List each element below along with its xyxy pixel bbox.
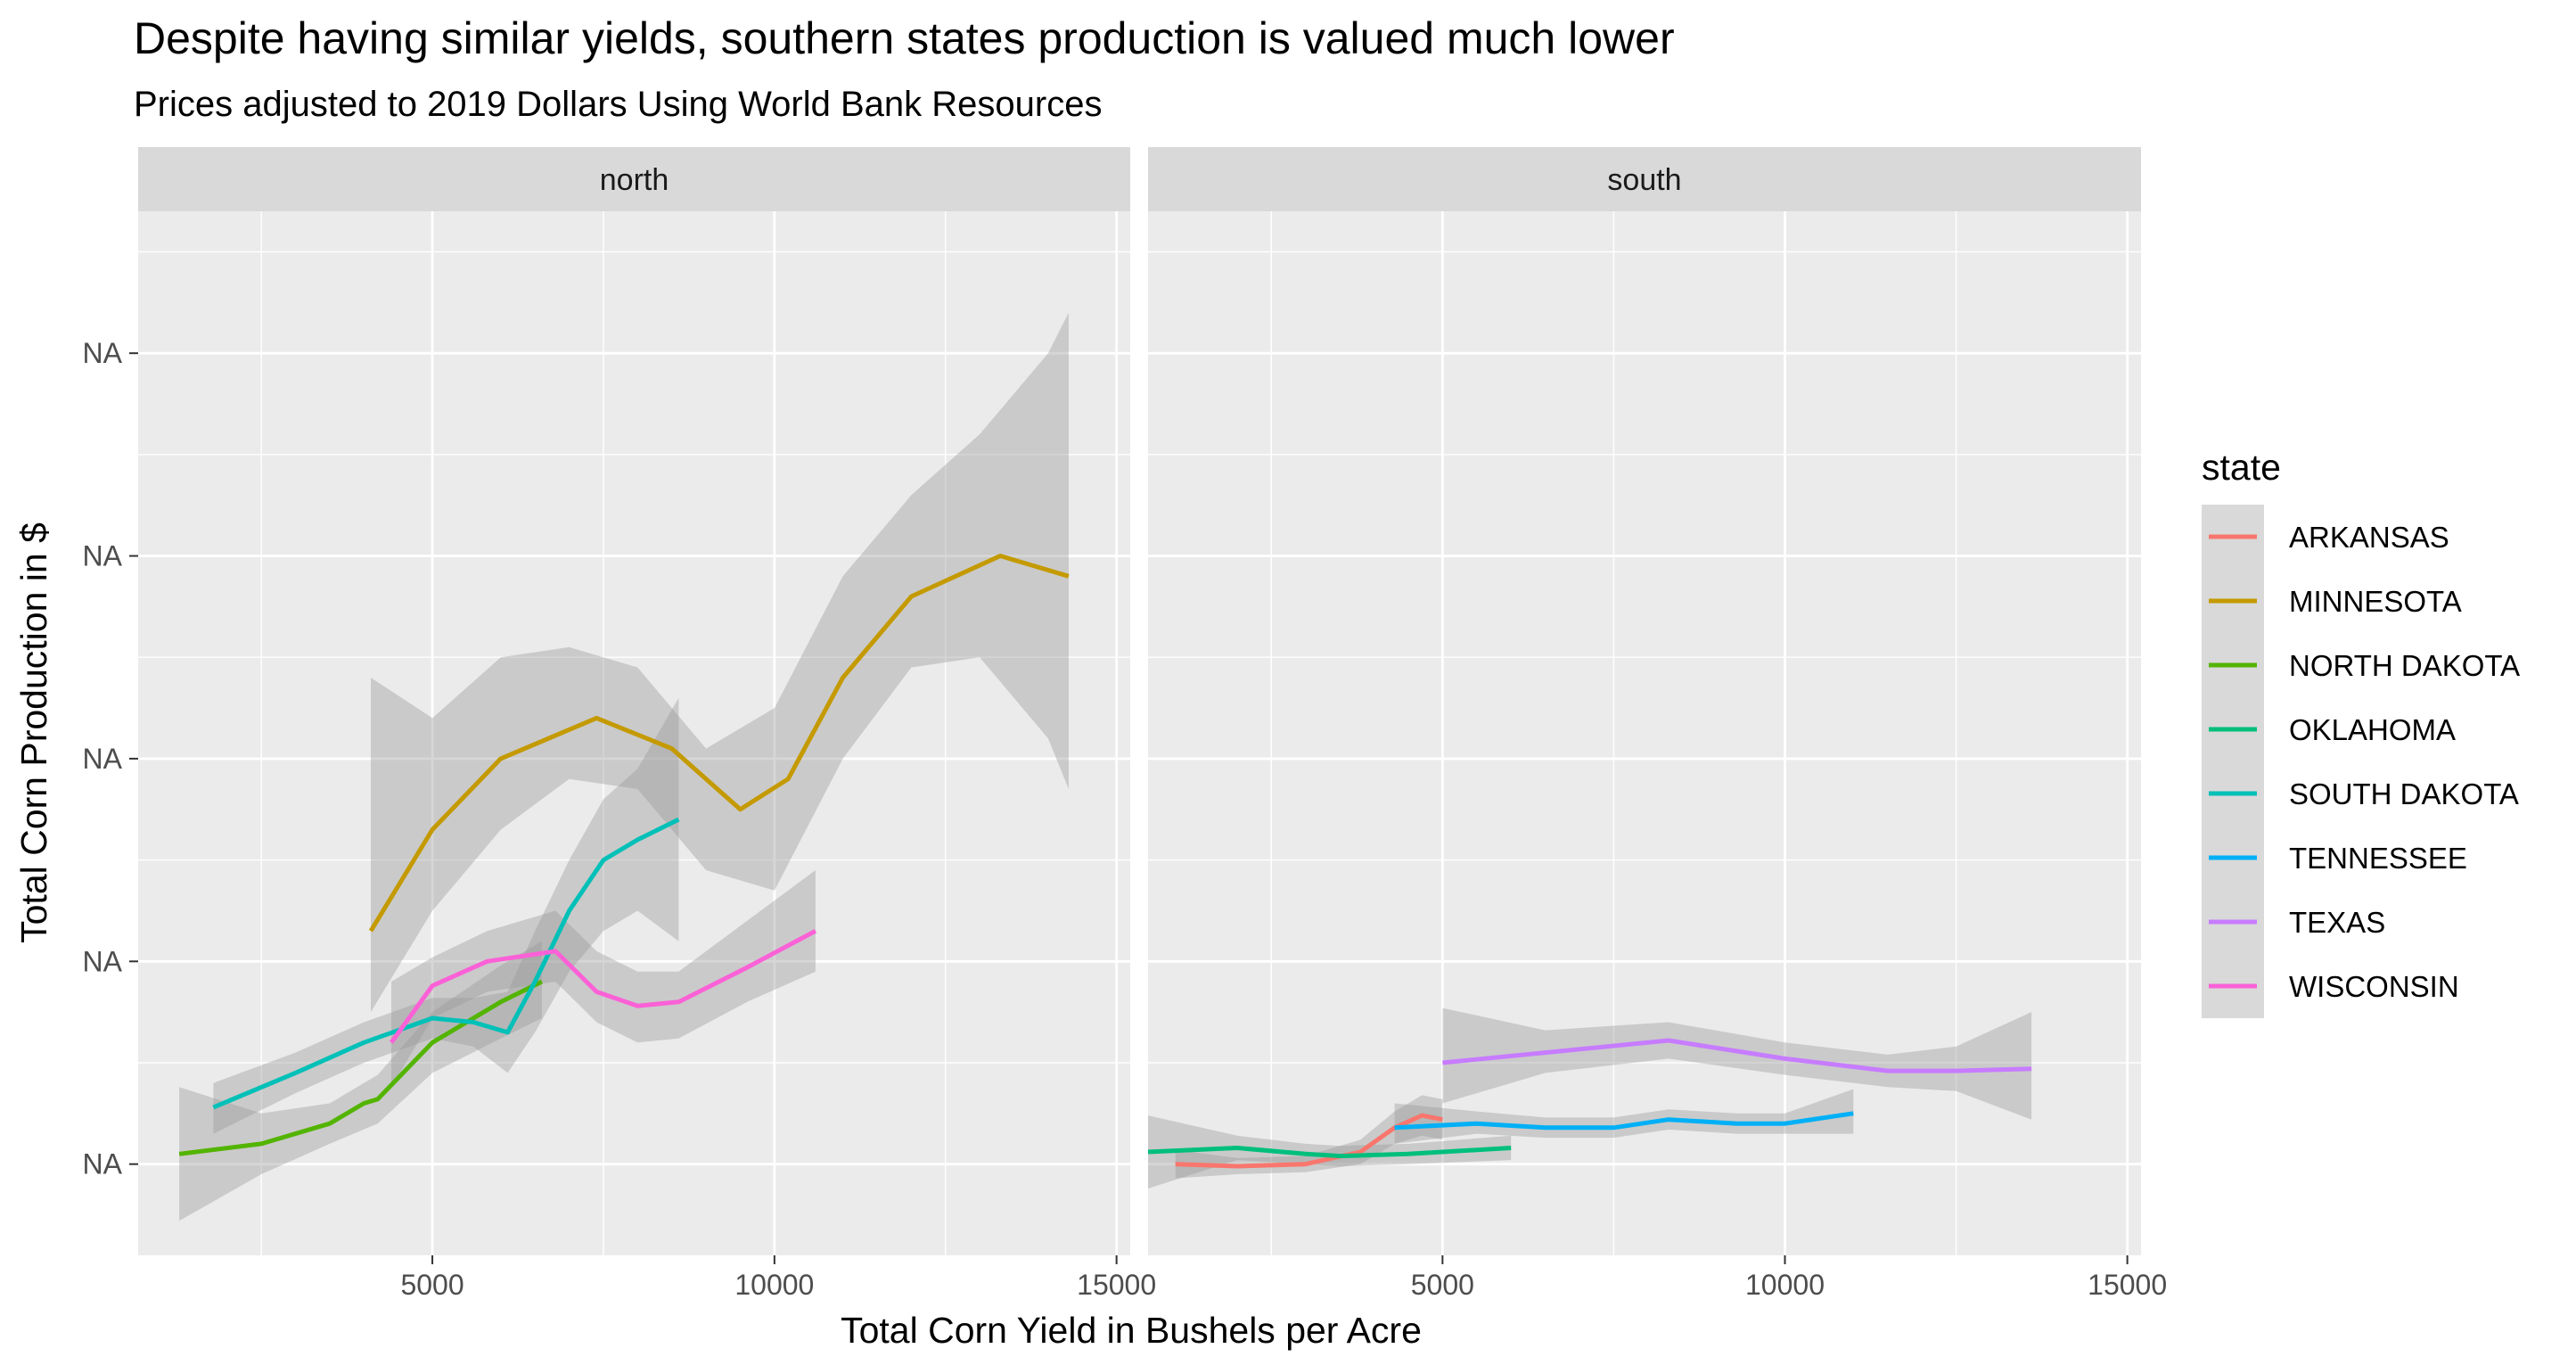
series-line-south-dakota: [212, 817, 680, 1110]
legend-label: ARKANSAS: [2289, 521, 2449, 554]
x-tick-label: 15000: [2088, 1269, 2167, 1301]
series-line-north-dakota: [178, 979, 544, 1156]
legend-label: SOUTH DAKOTA: [2289, 777, 2519, 810]
legend-item-oklahoma: OKLAHOMA: [2202, 697, 2456, 761]
facet-south: south: [1147, 147, 2141, 1255]
strip-label-south: south: [1607, 163, 1681, 197]
x-tick-label: 15000: [1077, 1269, 1156, 1301]
strip-label-north: north: [600, 163, 669, 197]
series-line-oklahoma: [1147, 1146, 1512, 1159]
gridlines-north: [138, 211, 1130, 1255]
x-tick-label: 5000: [1411, 1269, 1474, 1301]
x-axis-south: 5000 10000 15000: [1411, 1255, 2167, 1301]
legend-label: OKLAHOMA: [2289, 713, 2456, 746]
y-tick-label: NA: [83, 743, 123, 775]
series-line-texas: [1442, 1038, 2032, 1073]
series-line-tennessee: [1394, 1111, 1854, 1131]
legend-item-wisconsin: WISCONSIN: [2202, 954, 2459, 1018]
series-line-wisconsin: [389, 928, 817, 1044]
facet-north: north: [138, 147, 1130, 1255]
x-tick-label: 5000: [400, 1269, 464, 1301]
legend-label: NORTH DAKOTA: [2289, 649, 2520, 682]
legend-item-south-dakota: SOUTH DAKOTA: [2202, 761, 2519, 826]
legend-label: TEXAS: [2289, 906, 2385, 939]
legend-label: WISCONSIN: [2289, 970, 2459, 1003]
y-tick-label: NA: [83, 337, 123, 369]
legend-title: state: [2202, 447, 2281, 488]
legend-item-texas: TEXAS: [2202, 890, 2385, 954]
series-line-arkansas: [1175, 1113, 1443, 1169]
chart-subtitle: Prices adjusted to 2019 Dollars Using Wo…: [134, 85, 1102, 124]
legend-item-tennessee: TENNESSEE: [2202, 826, 2467, 890]
legend-item-minnesota: MINNESOTA: [2202, 569, 2462, 633]
y-axis: NA NA NA NA NA: [83, 337, 138, 1180]
x-axis-north: 5000 10000 15000: [400, 1255, 1156, 1301]
confidence-band-texas: [1442, 1007, 2032, 1120]
confidence-band-oklahoma: [1148, 1115, 1512, 1188]
legend-label: TENNESSEE: [2289, 842, 2467, 875]
confidence-band-tennessee: [1394, 1089, 1854, 1144]
strip-south: [1148, 147, 2141, 211]
strip-north: [138, 147, 1130, 211]
confidence-band-minnesota: [371, 312, 1069, 1013]
panel-background-south: [1148, 211, 2141, 1255]
confidence-band-wisconsin: [391, 870, 816, 1088]
y-tick-label: NA: [83, 945, 123, 977]
legend: state ARKANSAS MINNESOTA NORTH DAKOTA OKLAH…: [2202, 447, 2520, 1018]
x-axis-title: Total Corn Yield in Bushels per Acre: [841, 1310, 1422, 1351]
y-axis-title: Total Corn Production in $: [13, 522, 54, 943]
legend-item-north-dakota: NORTH DAKOTA: [2202, 633, 2520, 697]
legend-item-arkansas: ARKANSAS: [2202, 505, 2449, 569]
confidence-band-north-dakota: [179, 941, 542, 1221]
series-line-minnesota: [368, 554, 1070, 933]
x-tick-label: 10000: [734, 1269, 814, 1301]
x-tick-label: 10000: [1745, 1269, 1825, 1301]
y-tick-label: NA: [83, 1148, 123, 1180]
chart-title: Despite having similar yields, southern …: [134, 13, 1675, 63]
y-tick-label: NA: [83, 540, 123, 572]
legend-label: MINNESOTA: [2289, 585, 2462, 618]
